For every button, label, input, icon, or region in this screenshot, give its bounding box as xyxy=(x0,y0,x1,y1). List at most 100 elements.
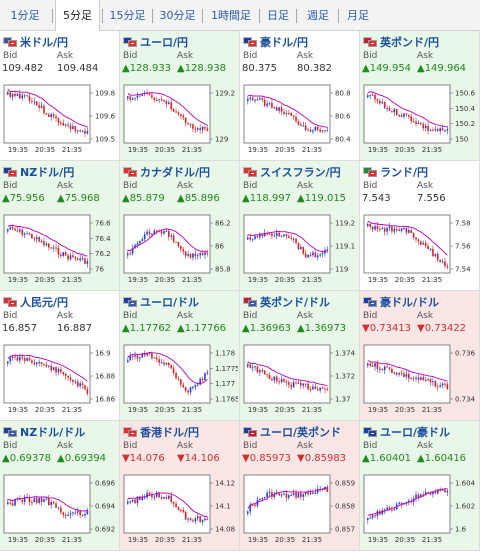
candle-body xyxy=(84,258,86,264)
candle-body xyxy=(441,261,444,263)
candle-body xyxy=(259,98,261,100)
tab-1[interactable]: 5分足 xyxy=(55,0,100,31)
candle-body xyxy=(134,355,136,357)
mini-candle-chart[interactable]: 14.12 14.1 14.08 19:35 20:35 21:35 xyxy=(122,471,238,549)
mini-candle-chart[interactable]: 76.6 76.4 76.2 76 19:35 20:35 21:35 xyxy=(2,211,118,289)
pair-name-link[interactable]: 豪ドル/円 xyxy=(260,36,309,49)
candle-body xyxy=(182,115,185,118)
candle-body xyxy=(261,98,264,100)
currency-card[interactable]: 豪ドル/ドル Bid Ask ▼0.73413 ▼0.73422 0.736 0.734 19… xyxy=(360,291,480,421)
mini-candle-chart[interactable]: 129.2 129 19:35 20:35 21:35 xyxy=(122,81,238,159)
currency-card[interactable]: 人民元/円 Bid Ask 16.857 16.887 16.9 16.88 16.86 19:… xyxy=(0,291,120,421)
mini-candle-chart[interactable]: 16.9 16.88 16.86 19:35 20:35 21:35 xyxy=(2,341,118,419)
candle-body xyxy=(81,515,84,517)
mini-candle-chart[interactable]: 0.859 0.858 0.857 19:35 20:35 21:35 xyxy=(242,471,358,549)
tab-3[interactable]: 30分足 xyxy=(159,9,196,22)
mini-candle-chart[interactable]: 0.736 0.734 19:35 20:35 21:35 xyxy=(362,341,478,419)
card-header: 英ポンド/ドル xyxy=(243,295,330,309)
pair-name-link[interactable]: 人民元/円 xyxy=(20,296,69,309)
currency-card[interactable]: NZドル/ドル Bid Ask ▲0.69378 ▲0.69394 0.696 0.694 0… xyxy=(0,421,120,551)
pair-name-link[interactable]: スイスフラン/円 xyxy=(260,166,341,179)
mini-candle-chart[interactable]: 86.2 86 85.8 19:35 20:35 21:35 xyxy=(122,211,238,289)
candle-body xyxy=(369,363,372,366)
candle-body xyxy=(160,497,163,499)
x-time-label: 21:35 xyxy=(422,146,442,154)
x-time-label: 19:35 xyxy=(128,276,148,284)
pair-name-link[interactable]: カナダドル/円 xyxy=(140,166,211,179)
candle-body xyxy=(312,252,314,256)
tab-5[interactable]: 日足 xyxy=(267,9,289,22)
candle-body xyxy=(383,509,386,511)
candle-body xyxy=(400,502,403,505)
pair-name-link[interactable]: 豪ドル/ドル xyxy=(380,296,440,309)
candle-body xyxy=(249,97,252,99)
candle-body xyxy=(410,230,413,234)
candle-body xyxy=(268,233,271,235)
tab-7[interactable]: 月足 xyxy=(347,9,369,22)
currency-card[interactable]: ユーロ/円 Bid Ask ▲128.933 ▲128.938 129.2 129 19:35… xyxy=(120,31,240,161)
mini-candle-chart[interactable]: 80.8 80.6 80.4 19:35 20:35 21:35 xyxy=(242,81,358,159)
candle-body xyxy=(23,357,26,361)
currency-card[interactable]: 英ポンド/円 Bid Ask ▲149.954 ▲149.964 150.6 150.4 15… xyxy=(360,31,480,161)
mini-candle-chart[interactable]: 0.696 0.694 0.692 19:35 20:35 21:35 xyxy=(2,471,118,549)
pair-name-link[interactable]: NZドル/ドル xyxy=(20,426,86,439)
pair-name-link[interactable]: ランド/円 xyxy=(380,166,429,179)
currency-card[interactable]: NZドル/円 Bid Ask ▲75.956 ▲75.968 76.6 76.4 76.2 76… xyxy=(0,161,120,291)
pair-name-link[interactable]: 香港ドル/円 xyxy=(140,426,200,439)
tab-6[interactable]: 週足 xyxy=(307,9,329,22)
mini-candle-chart[interactable]: 7.58 7.56 7.54 19:35 20:35 21:35 xyxy=(362,211,478,289)
tab-separator xyxy=(296,9,297,23)
tab-4[interactable]: 1時間足 xyxy=(211,9,251,22)
x-time-label: 20:35 xyxy=(275,146,295,154)
currency-card[interactable]: 香港ドル/円 Bid Ask ▼14.076 ▼14.106 14.12 14.1 14.08… xyxy=(120,421,240,551)
currency-card[interactable]: ユーロ/英ポンド Bid Ask ▼0.85973 ▼0.85983 0.859 0.858… xyxy=(240,421,360,551)
candle-body xyxy=(23,233,26,235)
candle-body xyxy=(395,372,398,375)
candle-body xyxy=(309,389,312,391)
candle-body xyxy=(393,372,396,374)
candle-body xyxy=(439,259,441,263)
currency-card[interactable]: ランド/円 Bid Ask 7.543 7.556 7.58 7.56 7.54 19:35 20… xyxy=(360,161,480,291)
currency-card[interactable]: 豪ドル/円 Bid Ask 80.375 80.382 80.8 80.6 80.4 19:35… xyxy=(240,31,360,161)
candle-body xyxy=(14,356,16,358)
candle-body xyxy=(67,124,69,126)
currency-card[interactable]: カナダドル/円 Bid Ask ▲85.879 ▲85.896 86.2 86 85.8 19:… xyxy=(120,161,240,291)
candle-body xyxy=(21,95,24,99)
candle-body xyxy=(285,381,288,383)
y-tick-label: 119 xyxy=(335,266,348,274)
candle-body xyxy=(251,504,254,506)
currency-card[interactable]: 英ポンド/ドル Bid Ask ▲1.36963 ▲1.36973 1.374 1.372 1… xyxy=(240,291,360,421)
candle-body xyxy=(432,129,434,131)
candle-body xyxy=(134,499,136,504)
candle-body xyxy=(379,368,381,370)
bid-label: Bid xyxy=(363,181,378,191)
pair-name-link[interactable]: 英ポンド/円 xyxy=(380,36,440,49)
pair-name-link[interactable]: ユーロ/円 xyxy=(140,36,189,49)
candle-body xyxy=(139,357,141,359)
candle-body xyxy=(420,377,422,380)
za-jp-flag-icon xyxy=(363,167,378,177)
flag-quote xyxy=(128,40,137,47)
pair-name-link[interactable]: ユーロ/豪ドル xyxy=(380,426,451,439)
y-tick-label: 109.5 xyxy=(95,136,115,144)
candle-body xyxy=(153,357,156,359)
pair-name-link[interactable]: ユーロ/英ポンド xyxy=(260,426,342,439)
mini-candle-chart[interactable]: 119.2 119.1 119 19:35 20:35 21:35 xyxy=(242,211,358,289)
pair-name-link[interactable]: NZドル/円 xyxy=(20,166,75,179)
mini-candle-chart[interactable]: 109.8 109.6 109.5 19:35 20:35 21:35 xyxy=(2,81,118,159)
pair-name-link[interactable]: ユーロ/ドル xyxy=(140,296,200,309)
currency-card[interactable]: ユーロ/ドル Bid Ask ▲1.17762 ▲1.17766 1.178 1.1775 1… xyxy=(120,291,240,421)
currency-card[interactable]: ユーロ/豪ドル Bid Ask ▲1.60401 ▲1.60416 1.604 1.602 1… xyxy=(360,421,480,551)
tab-0[interactable]: 1分足 xyxy=(10,9,40,22)
candle-body xyxy=(290,384,293,388)
candle-body xyxy=(31,360,33,363)
pair-name-link[interactable]: 英ポンド/ドル xyxy=(260,296,331,309)
mini-candle-chart[interactable]: 150.6 150.4 150.2 150 19:35 20:35 21:35 xyxy=(362,81,478,159)
tab-2[interactable]: 15分足 xyxy=(109,9,146,22)
currency-card[interactable]: 米ドル/円 Bid Ask 109.482 109.484 109.8 109.6 109.5… xyxy=(0,31,120,161)
mini-candle-chart[interactable]: 1.374 1.372 1.37 19:35 20:35 21:35 xyxy=(242,341,358,419)
mini-candle-chart[interactable]: 1.604 1.602 1.6 19:35 20:35 21:35 xyxy=(362,471,478,549)
mini-candle-chart[interactable]: 1.178 1.1775 1.177 1.1765 19:35 20:35 21:35 xyxy=(122,341,238,419)
pair-name-link[interactable]: 米ドル/円 xyxy=(20,36,69,49)
currency-card[interactable]: スイスフラン/円 Bid Ask ▲118.997 ▲119.015 119.2 119.1… xyxy=(240,161,360,291)
